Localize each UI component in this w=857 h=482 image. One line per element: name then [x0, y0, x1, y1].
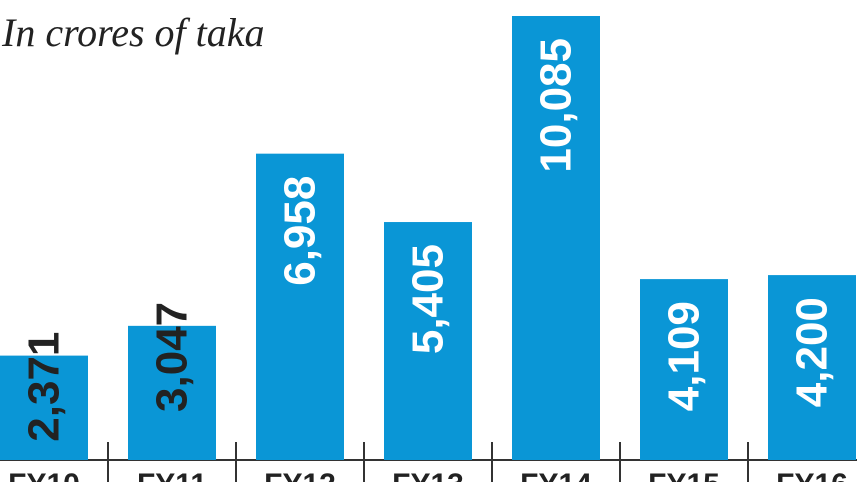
value-label: 5,405 — [404, 244, 453, 354]
value-label: 4,200 — [788, 297, 837, 407]
bar — [0, 355, 88, 460]
bar — [384, 222, 472, 460]
value-label: 2,371 — [20, 332, 69, 442]
x-tick-label: FY12 — [264, 468, 336, 482]
x-tick-label: FY11 — [137, 468, 207, 482]
bar — [768, 275, 856, 460]
bar — [128, 325, 216, 460]
x-tick-label: FY16 — [776, 468, 848, 482]
value-label: 3,047 — [148, 302, 197, 412]
x-tick-label: FY13 — [392, 468, 464, 482]
bar — [640, 279, 728, 460]
bar — [512, 16, 600, 460]
value-label: 6,958 — [276, 176, 325, 286]
value-label: 4,109 — [660, 301, 709, 411]
bar — [256, 153, 344, 460]
value-label: 10,085 — [532, 38, 581, 173]
x-tick-label: FY14 — [520, 468, 592, 482]
chart-subtitle: In crores of taka — [1, 10, 265, 55]
x-tick-label: FY10 — [8, 468, 80, 482]
x-tick-label: FY15 — [648, 468, 720, 482]
